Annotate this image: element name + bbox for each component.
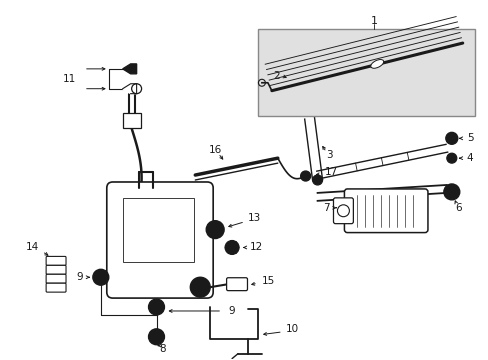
Text: 6: 6 (454, 203, 461, 213)
FancyBboxPatch shape (46, 283, 66, 292)
Text: 10: 10 (285, 324, 298, 334)
Text: 1: 1 (370, 16, 377, 26)
Text: 7: 7 (322, 203, 329, 213)
Text: 2: 2 (273, 71, 280, 81)
Text: 17: 17 (324, 167, 337, 177)
Text: 8: 8 (159, 344, 165, 354)
Circle shape (302, 173, 308, 179)
Text: 14: 14 (26, 243, 39, 252)
Circle shape (447, 135, 454, 142)
Circle shape (148, 329, 164, 345)
Text: 3: 3 (325, 150, 332, 160)
Bar (257, 29, 474, 117)
Circle shape (206, 221, 224, 239)
Circle shape (445, 132, 457, 144)
Text: 16: 16 (208, 145, 222, 155)
Circle shape (446, 153, 456, 163)
Bar (122, 198, 194, 262)
FancyBboxPatch shape (46, 274, 66, 283)
Text: 5: 5 (466, 133, 472, 143)
Circle shape (93, 269, 108, 285)
Polygon shape (122, 84, 136, 94)
Polygon shape (122, 64, 136, 74)
FancyBboxPatch shape (46, 265, 66, 274)
Text: 12: 12 (249, 243, 263, 252)
FancyBboxPatch shape (333, 198, 353, 224)
Text: 9: 9 (76, 272, 83, 282)
Ellipse shape (370, 59, 383, 68)
Circle shape (190, 277, 210, 297)
FancyBboxPatch shape (226, 278, 247, 291)
FancyBboxPatch shape (106, 182, 213, 298)
Text: 11: 11 (62, 74, 76, 84)
Text: 4: 4 (466, 153, 472, 163)
Text: 9: 9 (227, 306, 234, 316)
Circle shape (312, 175, 322, 185)
Circle shape (300, 171, 310, 181)
FancyBboxPatch shape (344, 189, 427, 233)
Text: 13: 13 (247, 213, 261, 223)
Circle shape (224, 240, 239, 255)
Circle shape (443, 184, 459, 200)
Bar (122, 113, 141, 129)
Text: 15: 15 (262, 276, 275, 286)
Circle shape (148, 299, 164, 315)
FancyBboxPatch shape (46, 256, 66, 265)
